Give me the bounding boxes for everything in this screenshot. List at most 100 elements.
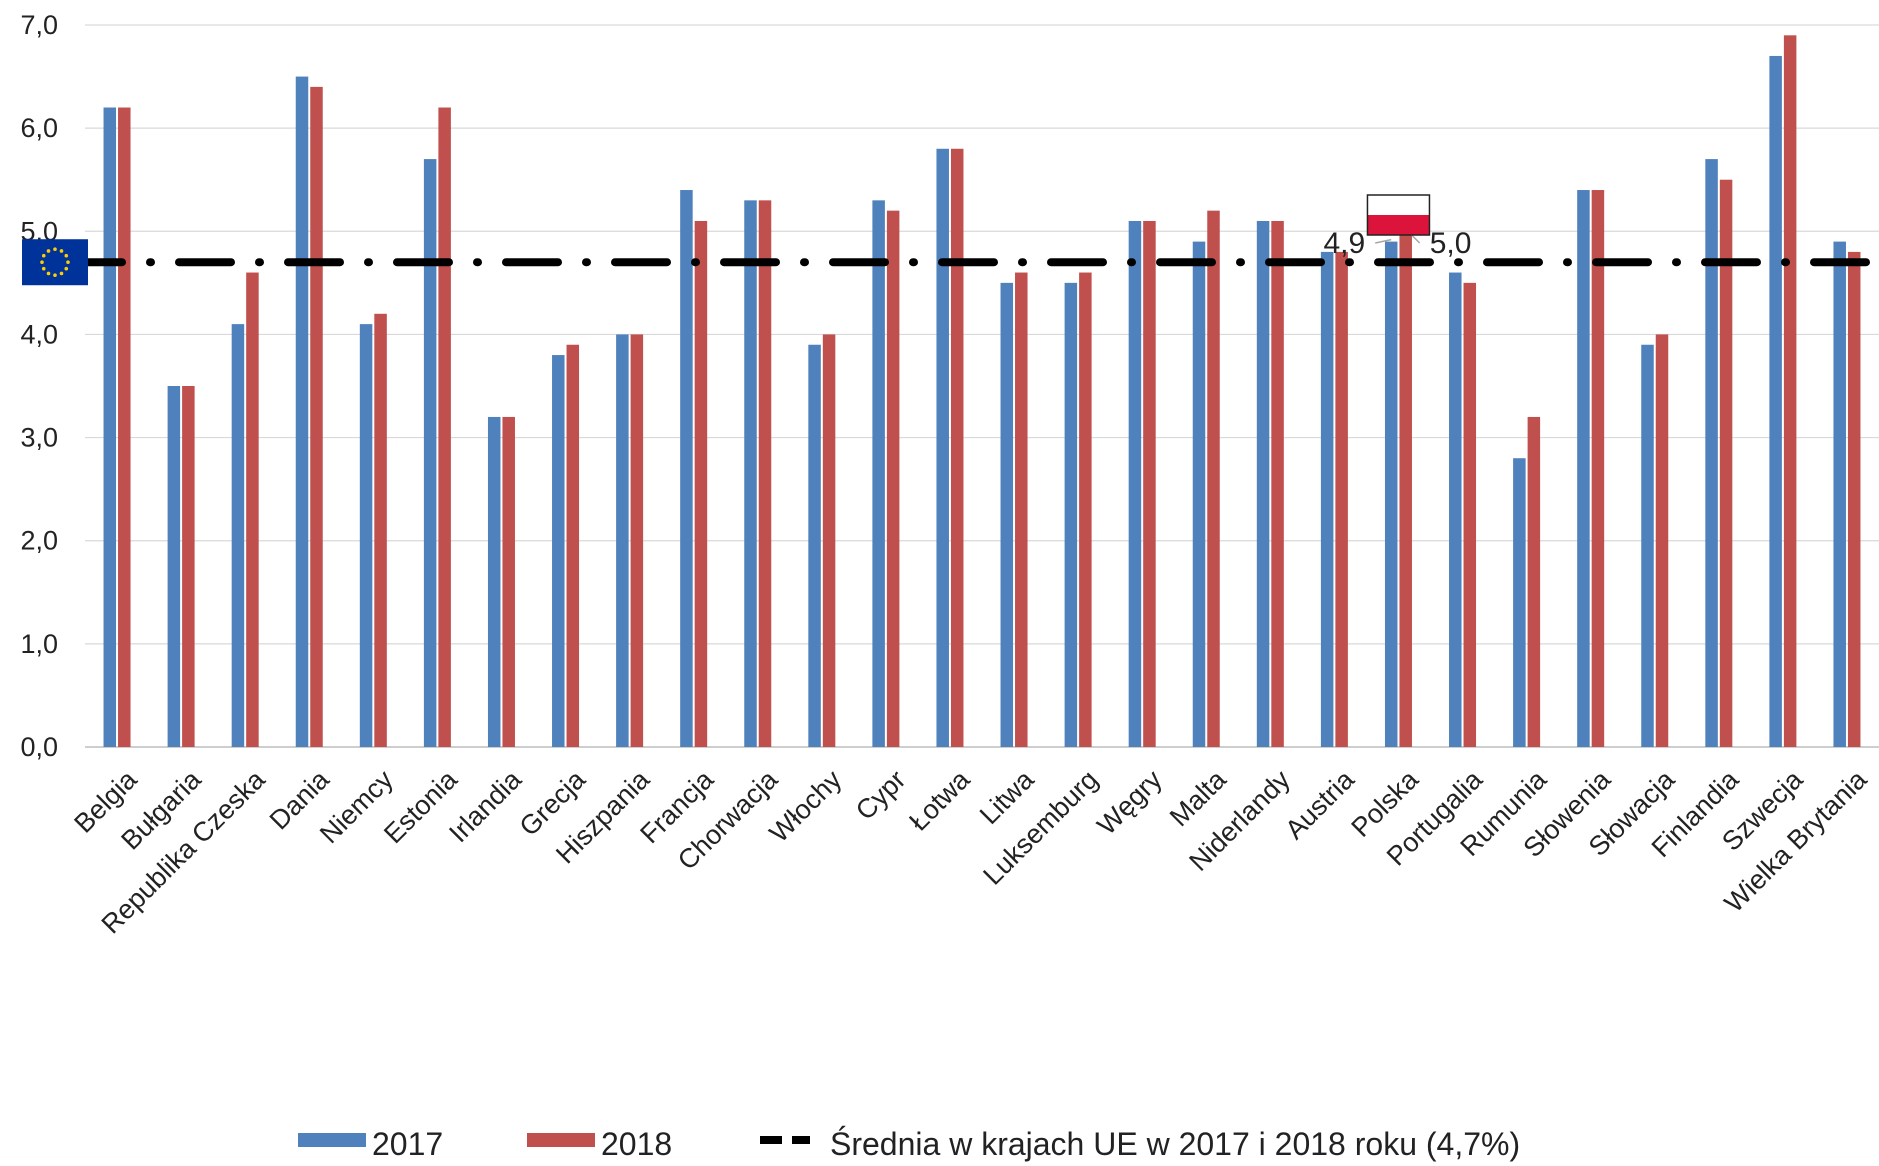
bar-2018 bbox=[1335, 251, 1348, 747]
bar-2017 bbox=[295, 76, 309, 748]
bar-2017 bbox=[1641, 344, 1654, 747]
eu-flag-icon bbox=[22, 239, 88, 286]
x-tick-label: Irlandia bbox=[443, 764, 528, 849]
bar-2018 bbox=[950, 148, 964, 747]
bar-2017 bbox=[1384, 241, 1398, 747]
bar-2017 bbox=[1192, 241, 1206, 747]
bar-2017 bbox=[1449, 272, 1462, 747]
poland-flag-red bbox=[1367, 215, 1430, 235]
bar-2017 bbox=[359, 324, 373, 747]
bar-2018 bbox=[1143, 220, 1156, 747]
bar-2017 bbox=[1833, 241, 1846, 747]
eu-flag-star bbox=[46, 271, 51, 276]
bar-2018 bbox=[566, 344, 580, 747]
legend-label-2017: 2017 bbox=[372, 1126, 443, 1162]
bar-2018 bbox=[1463, 282, 1477, 747]
bar-2018 bbox=[822, 334, 836, 747]
y-tick-label: 7,0 bbox=[20, 10, 58, 40]
bar-2018 bbox=[1015, 272, 1028, 747]
bar-2018 bbox=[886, 210, 900, 747]
annotation-label: 5,0 bbox=[1430, 227, 1472, 260]
x-tick-label: Łotwa bbox=[903, 764, 976, 837]
bar-2018 bbox=[1207, 210, 1220, 747]
bar-2017 bbox=[167, 386, 181, 747]
y-axis: 0,01,02,03,04,05,06,07,0 bbox=[20, 10, 58, 762]
annotations: 4,9 5,0 bbox=[1323, 194, 1472, 260]
annotation-leader bbox=[1375, 238, 1392, 244]
bar-2017 bbox=[744, 200, 757, 748]
y-tick-label: 2,0 bbox=[20, 526, 58, 556]
bar-2017 bbox=[231, 324, 245, 747]
bar-2017 bbox=[616, 334, 629, 747]
bar-2018 bbox=[1783, 35, 1797, 748]
eu-flag-star bbox=[41, 253, 46, 258]
eu-flag-star bbox=[66, 260, 70, 265]
eu-flag-star bbox=[64, 266, 69, 271]
bar-2017 bbox=[1577, 190, 1590, 747]
legend-label-average: Średnia w krajach UE w 2017 i 2018 roku … bbox=[830, 1126, 1520, 1162]
eu-flag-star bbox=[46, 249, 51, 253]
bar-2018 bbox=[1847, 251, 1861, 747]
bar-2017 bbox=[1769, 55, 1782, 747]
x-tick-label: Włochy bbox=[764, 764, 848, 848]
bar-2018 bbox=[1719, 179, 1733, 747]
bar-2017 bbox=[1705, 159, 1718, 748]
bar-2018 bbox=[374, 313, 387, 747]
x-tick-label: Austria bbox=[1279, 764, 1360, 845]
x-tick-label: Estonia bbox=[378, 764, 464, 850]
bar-2017 bbox=[1320, 251, 1334, 747]
eu-flag-star bbox=[59, 249, 64, 253]
bar-2018 bbox=[758, 200, 772, 748]
x-tick-label: Węgry bbox=[1091, 764, 1168, 841]
x-tick-label: Cypr bbox=[850, 764, 912, 826]
bar-2017 bbox=[1000, 282, 1014, 747]
bar-2018 bbox=[1271, 220, 1284, 747]
bar-2017 bbox=[680, 190, 693, 747]
bar-2017 bbox=[423, 159, 437, 748]
bar-2018 bbox=[310, 86, 323, 747]
bar-2017 bbox=[808, 344, 821, 747]
bar-2018 bbox=[630, 334, 644, 747]
y-tick-label: 0,0 bbox=[20, 732, 58, 762]
bar-2018 bbox=[246, 272, 259, 747]
bar-2018 bbox=[1655, 334, 1669, 747]
bar-2017 bbox=[103, 107, 117, 747]
eu-flag-star bbox=[53, 247, 57, 252]
bar-2017 bbox=[1513, 458, 1526, 747]
bar-2018 bbox=[182, 386, 195, 747]
bar-2018 bbox=[438, 107, 451, 747]
annotation-label: 4,9 bbox=[1323, 227, 1365, 260]
y-tick-label: 4,0 bbox=[20, 319, 58, 349]
bar-2018 bbox=[1527, 416, 1541, 747]
bar-2017 bbox=[1256, 220, 1270, 747]
y-tick-label: 6,0 bbox=[20, 113, 58, 143]
eu-flag-star bbox=[41, 266, 46, 271]
bar-2018 bbox=[118, 107, 131, 747]
bar-2017 bbox=[936, 148, 949, 747]
bar-2017 bbox=[552, 355, 565, 747]
y-tick-label: 1,0 bbox=[20, 629, 58, 659]
bar-2018 bbox=[694, 220, 708, 747]
y-tick-label: 3,0 bbox=[20, 423, 58, 453]
eu-flag-star bbox=[53, 273, 57, 278]
legend-label-2018: 2018 bbox=[601, 1126, 672, 1162]
bar-2018 bbox=[1079, 272, 1092, 747]
bar-2017 bbox=[872, 200, 885, 748]
bars bbox=[103, 35, 1861, 748]
eu-flag-star bbox=[40, 260, 44, 265]
poland-flag-border bbox=[1366, 194, 1431, 236]
eu-flag-star bbox=[64, 253, 69, 258]
legend: 2017 2018 Średnia w krajach UE w 2017 i 20… bbox=[298, 1126, 1520, 1162]
bar-2017 bbox=[1128, 220, 1142, 747]
bar-2018 bbox=[1399, 231, 1412, 748]
eu-flag-star bbox=[59, 271, 64, 276]
bar-2017 bbox=[487, 416, 501, 747]
legend-swatch-2017 bbox=[298, 1133, 366, 1147]
eu-flag-background bbox=[22, 239, 88, 286]
bar-2018 bbox=[502, 416, 515, 747]
poland-flag-white bbox=[1367, 195, 1430, 215]
bar-2017 bbox=[1064, 282, 1078, 747]
poland-flag-icon bbox=[1366, 194, 1431, 236]
gridlines bbox=[85, 24, 1879, 748]
